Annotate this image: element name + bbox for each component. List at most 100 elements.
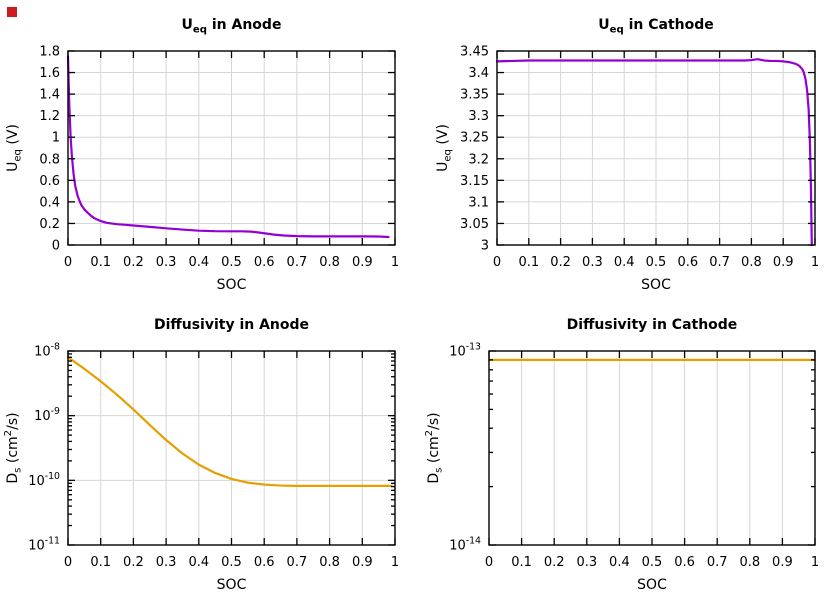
x-tick-label: 0.5 [642, 555, 663, 570]
x-tick-label: 1 [811, 255, 819, 270]
y-tick-label: 0.6 [39, 174, 60, 189]
x-axis-label: SOC [641, 277, 671, 293]
y-tick-label: 10-8 [34, 342, 60, 360]
plot-border [67, 50, 396, 246]
chart-ueq-anode: Ueq in Anode 0 0.1 0.2 0.3 0.4 0.5 0.6 0.7 0.8 0.9… [5, 17, 399, 293]
x-tick-label: 1 [391, 555, 399, 570]
x-tick-label: 0.6 [677, 255, 698, 270]
y-tick-label: 3.05 [460, 217, 489, 232]
x-tick-label: 0.5 [221, 255, 242, 270]
y-tick-label: 3.2 [468, 152, 489, 167]
x-tick-label: 0.2 [544, 555, 565, 570]
y-tick-label: 0.2 [39, 217, 60, 232]
chart-title: Ueq in Cathode [598, 17, 713, 36]
chart-diffusivity-cathode: Diffusivity in Cathode 0 0.1 0.2 0.3 0.4 0.5 0.… [424, 317, 819, 593]
y-tick-label: 1.2 [39, 109, 60, 124]
x-tick-label: 0.4 [188, 255, 209, 270]
chart-diffusivity-anode: Diffusivity in Anode 0 0.1 0.2 0.3 0.4 0.5 0.6 0… [3, 317, 399, 593]
x-tick-label: 0.1 [90, 555, 111, 570]
chart-title: Diffusivity in Cathode [567, 317, 738, 333]
chart-title: Ueq in Anode [182, 17, 282, 36]
x-tick-label: 0.7 [287, 555, 308, 570]
screen-marker [7, 7, 17, 17]
y-tick-label: 3.3 [468, 109, 489, 124]
x-tick-label: 0.3 [156, 255, 177, 270]
y-axis-label: Ds (cm2/s) [424, 412, 445, 483]
x-tick-label: 0.1 [511, 555, 532, 570]
y-tick-label: 10-10 [28, 471, 60, 489]
x-axis-label: SOC [217, 277, 247, 293]
x-tick-label: 0.3 [582, 255, 603, 270]
x-tick-label: 0.3 [576, 555, 597, 570]
y-tick-label: 3.25 [460, 131, 489, 146]
y-tick-label: 10-13 [449, 342, 481, 360]
y-tick-label: 3.35 [460, 88, 489, 103]
plot-border [496, 50, 816, 246]
x-tick-label: 1 [391, 255, 399, 270]
x-axis-label: SOC [217, 577, 247, 593]
x-tick-label: 0.5 [221, 555, 242, 570]
x-tick-label: 0 [64, 555, 72, 570]
x-tick-label: 0.6 [254, 255, 275, 270]
x-tick-label: 1 [811, 555, 819, 570]
y-tick-label: 10-14 [449, 536, 481, 554]
y-tick-label: 3.4 [468, 66, 489, 81]
x-tick-label: 0.8 [741, 255, 762, 270]
grid [497, 51, 815, 245]
data-line-diffusivity-anode [66, 356, 393, 488]
x-tick-label: 0.9 [352, 255, 373, 270]
x-tick-label: 0.1 [518, 255, 539, 270]
data-line-ueq-anode [66, 55, 390, 239]
x-tick-label: 0.7 [707, 555, 728, 570]
grid [521, 351, 783, 545]
x-tick-label: 0.8 [739, 555, 760, 570]
x-tick-label: 0.2 [123, 555, 144, 570]
y-tick-label: 10-9 [34, 406, 60, 424]
y-tick-label: 10-11 [28, 536, 60, 554]
grid [68, 51, 395, 245]
data-line-ueq-cathode [495, 58, 813, 247]
x-axis-label: SOC [637, 577, 667, 593]
y-tick-label: 3.1 [468, 195, 489, 210]
x-tick-label: 0.7 [709, 255, 730, 270]
y-tick-label: 3.15 [460, 174, 489, 189]
x-tick-label: 0.1 [90, 255, 111, 270]
y-tick-label: 1 [52, 131, 60, 146]
y-tick-label: 0.8 [39, 152, 60, 167]
chart-title: Diffusivity in Anode [154, 317, 309, 333]
x-tick-label: 0.8 [319, 555, 340, 570]
x-tick-label: 0.9 [772, 555, 793, 570]
y-axis-label: Ueq (V) [435, 124, 454, 172]
x-tick-label: 0.9 [773, 255, 794, 270]
x-tick-label: 0 [493, 255, 501, 270]
plot-border [488, 350, 816, 546]
y-axis-label: Ds (cm2/s) [3, 412, 24, 483]
x-tick-label: 0.4 [614, 255, 635, 270]
x-tick-label: 0.5 [646, 255, 667, 270]
x-tick-label: 0.7 [287, 255, 308, 270]
y-tick-label: 3 [481, 239, 489, 254]
x-tick-label: 0.8 [319, 255, 340, 270]
x-tick-label: 0.4 [609, 555, 630, 570]
x-tick-label: 0.6 [674, 555, 695, 570]
y-tick-label: 1.6 [39, 66, 60, 81]
y-tick-label: 3.45 [460, 45, 489, 60]
x-tick-label: 0.4 [188, 555, 209, 570]
x-tick-label: 0 [64, 255, 72, 270]
x-tick-label: 0.2 [123, 255, 144, 270]
x-tick-label: 0.9 [352, 555, 373, 570]
y-axis-label: Ueq (V) [5, 124, 24, 172]
y-tick-label: 1.8 [39, 45, 60, 60]
plot-border [67, 350, 396, 546]
x-tick-label: 0 [485, 555, 493, 570]
grid [68, 351, 395, 545]
x-tick-label: 0.2 [550, 255, 571, 270]
y-tick-label: 0 [52, 239, 60, 254]
chart-ueq-cathode: Ueq in Cathode 0 0.1 0.2 0.3 0.4 0.5 0.6 0.7 0.8 0… [435, 17, 819, 293]
x-tick-label: 0.3 [156, 555, 177, 570]
x-tick-label: 0.6 [254, 555, 275, 570]
y-tick-label: 1.4 [39, 88, 60, 103]
y-tick-label: 0.4 [39, 195, 60, 210]
